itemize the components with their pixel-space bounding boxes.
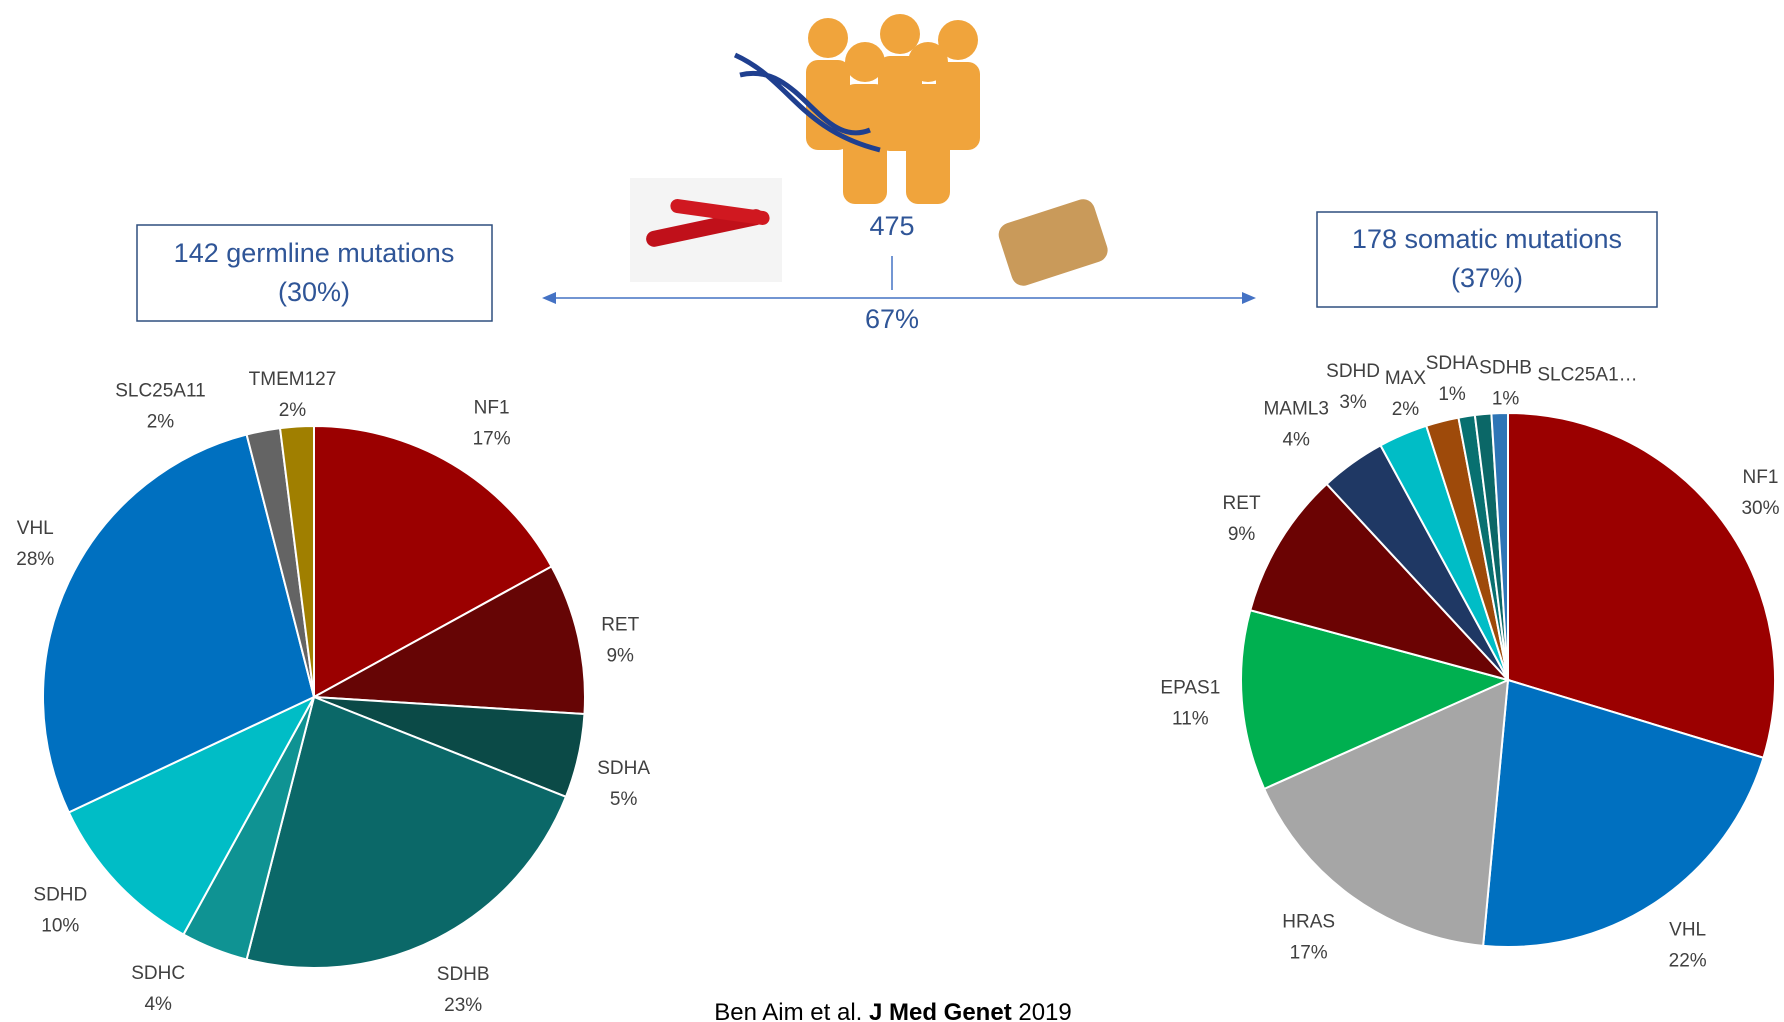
blood-tubes-icon [630,178,782,282]
slice-name: SDHB [437,964,490,985]
slice-value: 2% [1392,399,1420,420]
people-icon [806,14,980,204]
slice-value: 23% [444,995,482,1016]
slice-name: VHL [17,518,54,539]
slice-value: 2% [147,411,175,432]
slice-name: SDHA [597,758,650,779]
slice-name: SDHD [33,884,87,905]
slice-name: SDHC [131,963,185,984]
slice-value: 9% [606,646,634,667]
slice-value: 17% [473,428,511,449]
citation: Ben Aim et al. J Med Genet 2019 [714,999,1072,1022]
slice-name: EPAS1 [1160,677,1220,698]
citation-year: 2019 [1018,999,1071,1022]
slice-name: RET [1223,493,1261,514]
slice-value: 17% [1290,943,1328,964]
slice-value: 2% [279,400,307,421]
slice-name: MAML3 [1263,398,1328,419]
slice-name: SDHB [1479,358,1532,379]
slice-name: SLC25A11 [115,380,206,401]
slice-value: 1% [1492,389,1520,410]
slice-value: 30% [1741,498,1779,519]
slice-value: 5% [610,789,638,810]
germline-share: (30%) [278,277,350,307]
slice-value: 11% [1172,708,1209,729]
slice-value: 28% [16,549,54,570]
citation-journal: J Med Genet [869,999,1012,1022]
somatic-title: 178 somatic mutations [1352,224,1622,254]
slice-value: 22% [1669,951,1707,972]
slice-name: NF1 [1743,467,1779,488]
slice-name: SDHD [1326,361,1380,382]
slice-value: 10% [41,915,79,936]
slice-name: RET [601,615,639,636]
slice-name: NF1 [474,397,510,418]
slice-name: TMEM127 [249,369,337,390]
slice-name: MAX [1385,368,1427,389]
slice-name: SDHA [1426,353,1479,374]
cohort-size: 475 [869,211,914,241]
figure: 142 germline mutations (30%) 178 somatic… [0,0,1784,1022]
somatic-share: (37%) [1451,263,1523,293]
slice-value: 1% [1438,384,1466,405]
slice-name: VHL [1669,920,1706,941]
slice-name: HRAS [1282,912,1335,933]
germline-title: 142 germline mutations [174,238,455,268]
slice-value: 4% [1282,429,1310,450]
slice-value: 4% [144,994,172,1015]
cohort-share: 67% [865,304,919,334]
citation-authors: Ben Aim et al. [714,999,862,1022]
tissue-icon [996,196,1111,289]
slice-name: SLC25A1… [1537,365,1637,386]
slice-value: 3% [1339,392,1367,413]
slice-value: 9% [1228,524,1256,545]
